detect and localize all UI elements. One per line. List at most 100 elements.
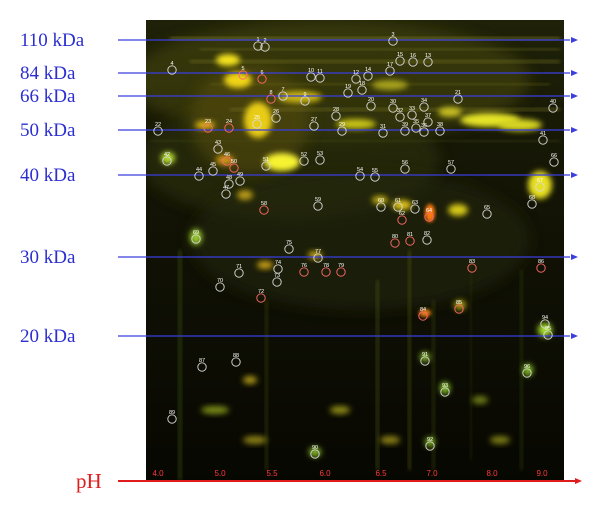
spot-marker: 86 [536, 259, 546, 273]
spot-number: 49 [237, 172, 243, 178]
spot-circle [418, 311, 428, 321]
spot-marker: 58 [259, 201, 269, 215]
spot-circle [423, 57, 433, 67]
spot-number: 77 [315, 249, 321, 255]
spot-marker: 14 [363, 67, 373, 81]
spot-circle [390, 238, 400, 248]
spot-number: 25 [254, 115, 260, 121]
spot-circle [467, 263, 477, 273]
mw-marker-arrowhead [571, 333, 578, 339]
spot-number: 11 [317, 69, 323, 75]
ph-ticks: 4.0 5.0 5.5 6.0 6.5 7.0 8.0 9.0 [152, 469, 548, 478]
spot-marker: 66 [549, 153, 559, 167]
spot-number: 28 [333, 107, 339, 113]
ph-tick-label: 8.0 [486, 469, 498, 478]
spot-number: 76 [301, 263, 307, 269]
spot-circle [336, 267, 346, 277]
spot-number: 72 [258, 289, 264, 295]
spot-marker: 45 [208, 162, 218, 176]
spot-marker: 6 [257, 70, 267, 84]
spot-number: 47 [223, 185, 229, 191]
spot-number: 73 [274, 273, 280, 279]
spot-circle [355, 171, 365, 181]
mw-marker: 110 kDa [20, 30, 578, 51]
spot-number: 63 [412, 200, 418, 206]
spot-number: 82 [424, 231, 430, 237]
spot-number: 6 [260, 70, 263, 76]
spot-number: 85 [456, 300, 462, 306]
spot-marker: 8 [266, 90, 276, 104]
ph-tick-label: 9.0 [536, 469, 548, 478]
ph-tick-label: 5.0 [214, 469, 226, 478]
spot-marker: 57 [446, 160, 456, 174]
spot-marker: 52 [299, 152, 309, 166]
spot-number: 89 [169, 410, 175, 416]
mw-marker-arrowhead [571, 70, 578, 76]
spot-number: 32 [397, 108, 403, 114]
spot-circle [231, 357, 241, 367]
spot-circle [425, 441, 435, 451]
spot-circle [261, 161, 271, 171]
spot-marker: 61 [393, 198, 403, 212]
spot-marker: 5 [238, 66, 248, 80]
spot-marker: 64 [424, 208, 434, 222]
spot-marker: 31 [378, 124, 388, 138]
spot-circle [273, 264, 283, 274]
spot-circle [284, 244, 294, 254]
spot-circle [538, 135, 548, 145]
spot-number: 71 [236, 264, 242, 270]
spot-circle [213, 144, 223, 154]
spot-number: 22 [155, 122, 161, 128]
spot-circle [224, 179, 234, 189]
spot-circle [197, 362, 207, 372]
spot-number: 67 [537, 178, 543, 184]
spot-number: 19 [345, 84, 351, 90]
spot-number: 45 [210, 162, 216, 168]
spot-marker: 65 [482, 205, 492, 219]
spot-circle [400, 164, 410, 174]
spot-circle [315, 155, 325, 165]
spot-circle [266, 94, 276, 104]
spot-circle [191, 234, 201, 244]
spot-number: 83 [469, 259, 475, 265]
spot-circle [549, 157, 559, 167]
spot-number: 93 [442, 383, 448, 389]
mw-marker-label: 30 kDa [20, 247, 76, 268]
spot-marker: 80 [390, 234, 400, 248]
spot-circle [153, 126, 163, 136]
spot-marker: 67 [535, 178, 545, 192]
spot-number: 26 [273, 109, 279, 115]
ph-axis: pH [76, 469, 582, 493]
spot-number: 7 [281, 87, 284, 93]
spot-circle [331, 111, 341, 121]
spot-circle [424, 212, 434, 222]
spot-number: 90 [312, 445, 318, 451]
spot-marker: 70 [215, 278, 225, 292]
spot-number: 81 [407, 232, 413, 238]
spot-circle [453, 94, 463, 104]
spot-number: 48 [226, 175, 232, 181]
spot-marker: 68 [527, 195, 537, 209]
spot-marker: 27 [309, 117, 319, 131]
spot-circle [343, 88, 353, 98]
spot-number: 88 [233, 353, 239, 359]
spot-circle [522, 368, 532, 378]
spot-number: 62 [399, 211, 405, 217]
spot-number: 64 [426, 208, 432, 214]
spot-circle [420, 356, 430, 366]
spot-number: 31 [380, 124, 386, 130]
ph-tick-label: 7.0 [426, 469, 438, 478]
spot-marker: 35 [411, 119, 421, 133]
spot-number: 24 [226, 119, 232, 125]
spot-number: 10 [308, 68, 314, 74]
spot-circle [229, 163, 239, 173]
spot-number: 56 [402, 160, 408, 166]
spot-number: 79 [338, 263, 344, 269]
spot-circle [299, 156, 309, 166]
spot-number: 12 [353, 70, 359, 76]
spot-circle [167, 65, 177, 75]
spot-circle [407, 110, 417, 120]
spot-number: 96 [524, 364, 530, 370]
spot-marker: 12 [351, 70, 361, 84]
spot-number: 91 [422, 352, 428, 358]
